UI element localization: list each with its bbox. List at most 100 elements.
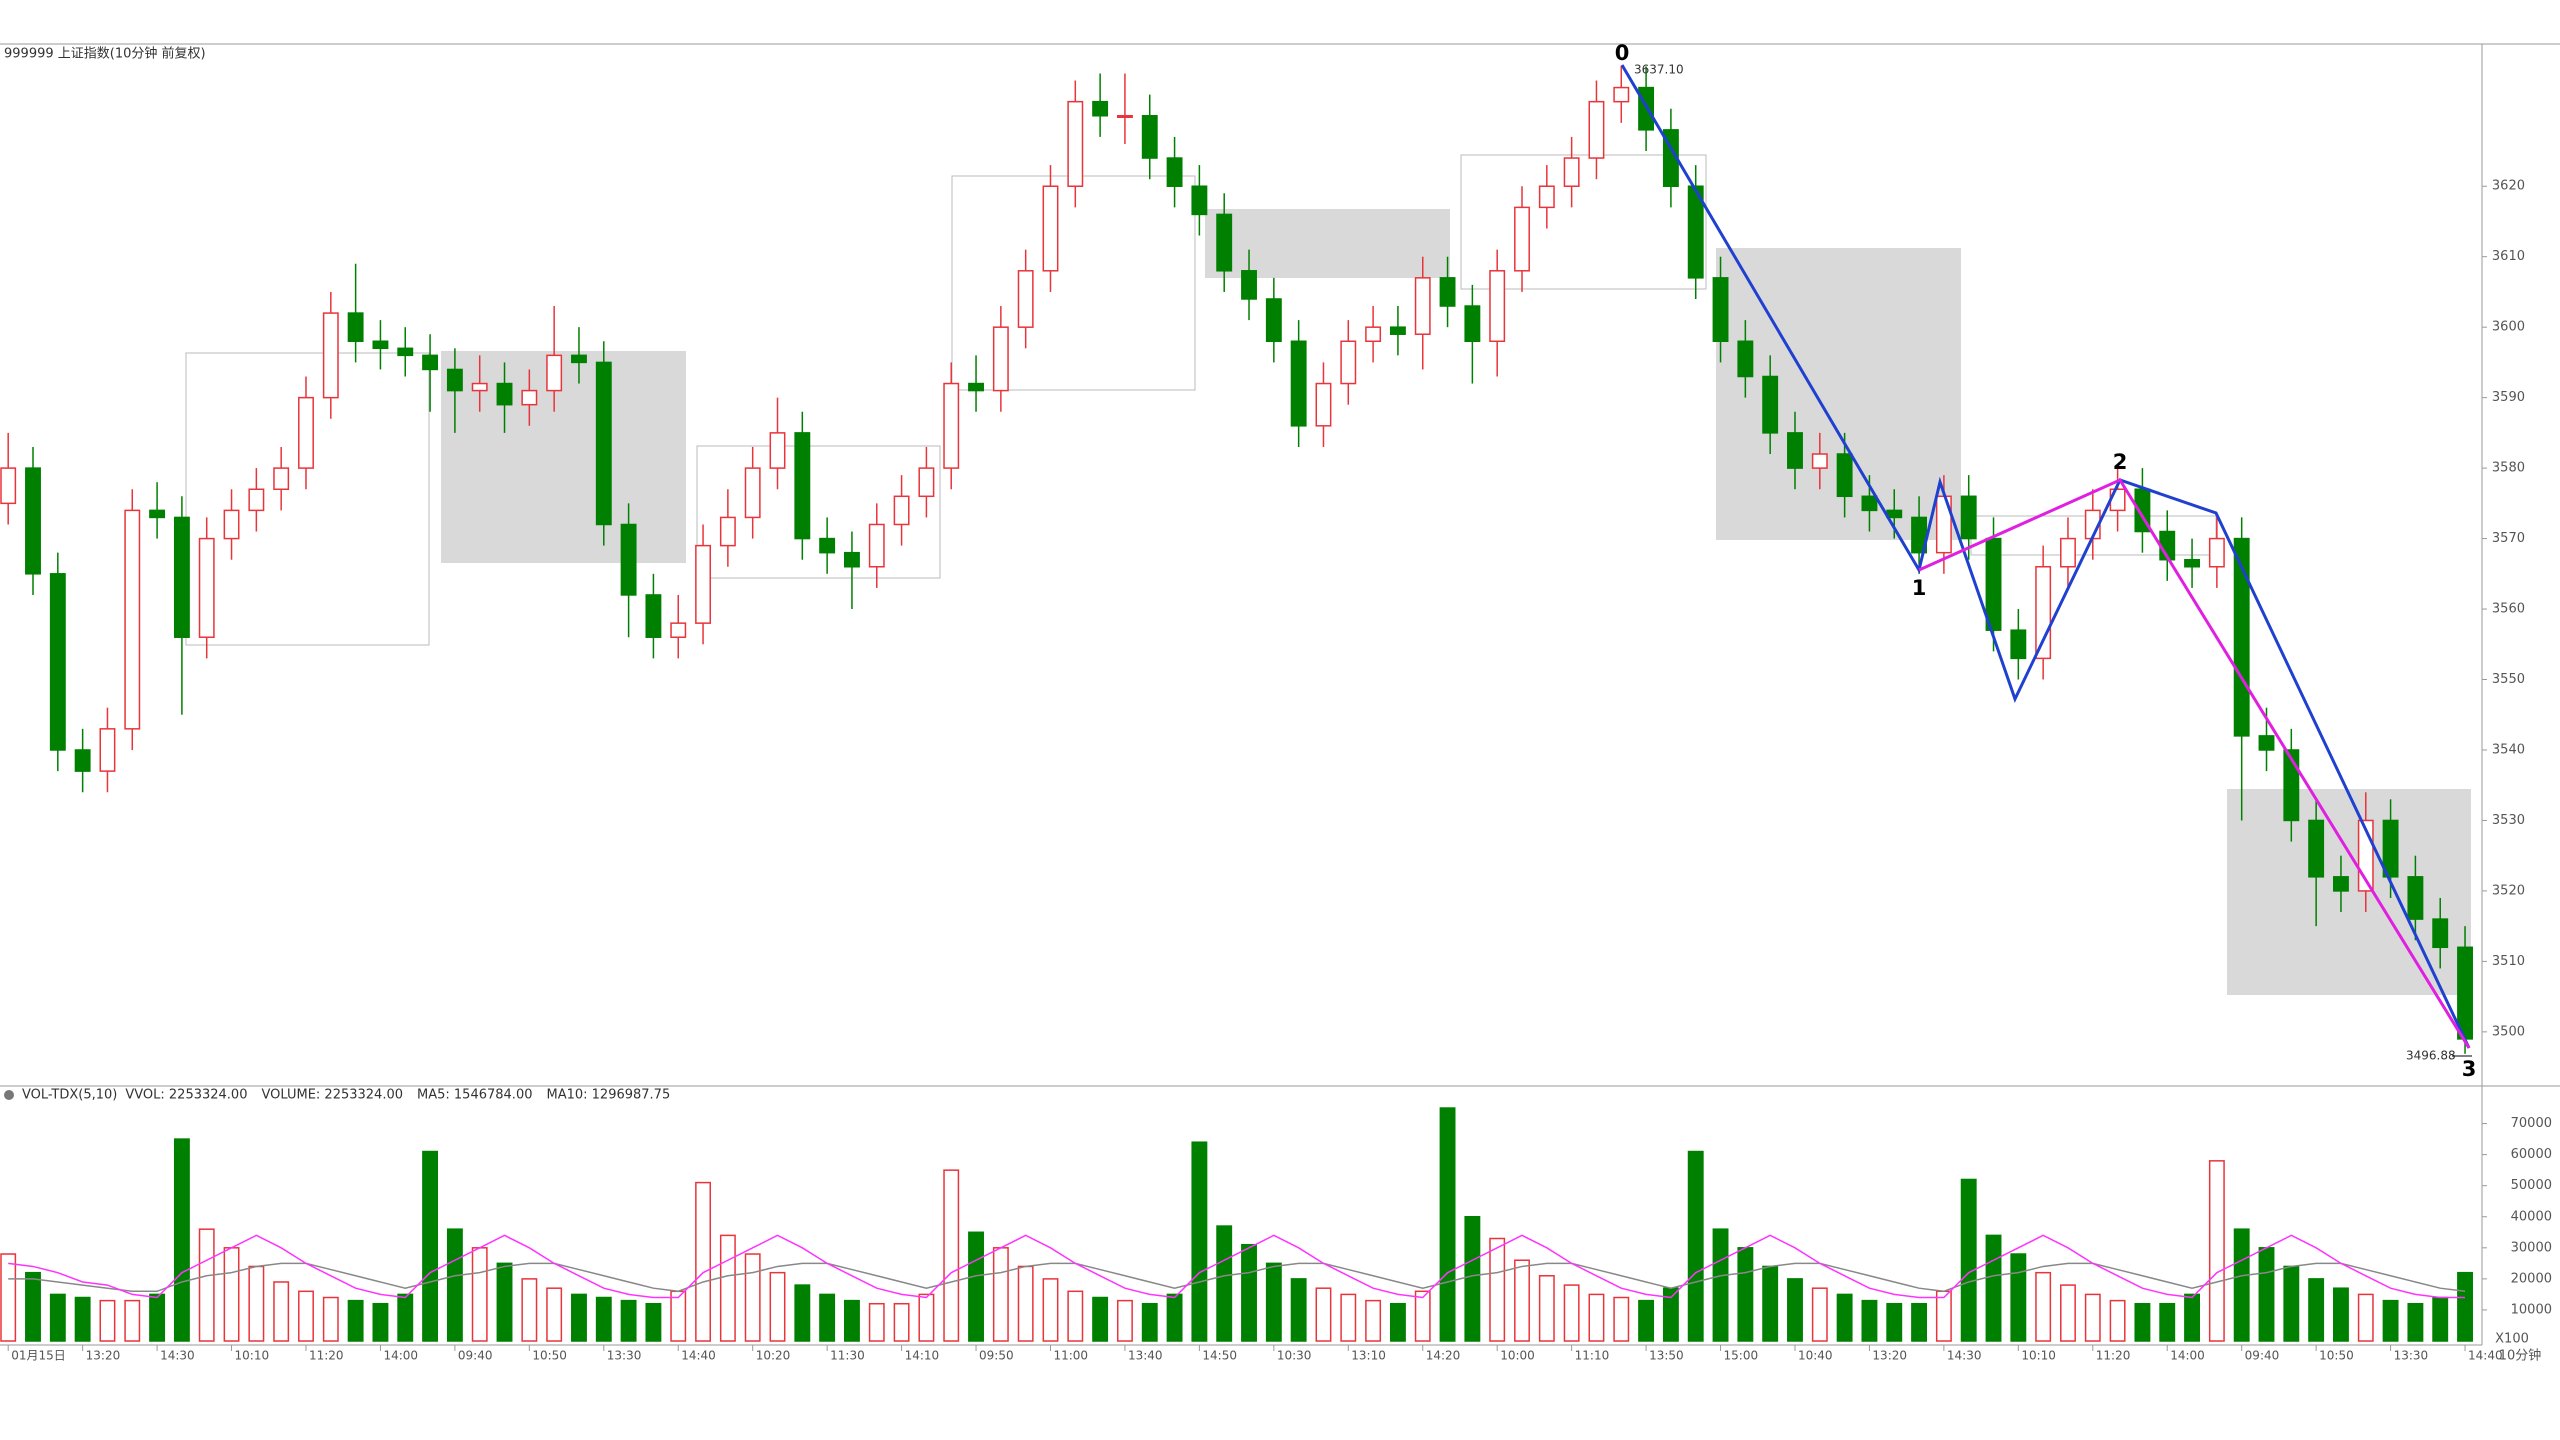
x-tick-label: 14:50 (1202, 1349, 1237, 1363)
candle-body (1712, 277, 1729, 343)
volume-bar (1588, 1293, 1605, 1342)
x-tick-label: 14:40 (681, 1349, 716, 1363)
volume-bar (794, 1284, 811, 1342)
y-tick-label: 3600 (2492, 320, 2525, 335)
volume-bar (2382, 1299, 2399, 1342)
volume-bar (372, 1302, 389, 1342)
volume-bar (1464, 1216, 1481, 1342)
volume-bar (719, 1234, 736, 1342)
x-tick-label: 14:00 (383, 1349, 418, 1363)
unit-label: X100 (2495, 1332, 2529, 1347)
candle-body (49, 573, 66, 751)
volume-bar (2333, 1287, 2349, 1342)
volume-bar (49, 1293, 66, 1342)
candle-body (1687, 185, 1704, 279)
x-tick-label: 13:20 (1872, 1349, 1907, 1363)
candle-body (893, 495, 910, 526)
candle-body (670, 622, 687, 638)
x-tick-label: 13:10 (1351, 1349, 1386, 1363)
candle-body (1960, 495, 1977, 540)
x-tick-label: 10:20 (756, 1349, 791, 1363)
candle-body (124, 509, 141, 730)
candle-body (1538, 185, 1555, 209)
volume-tick-label: 40000 (2511, 1209, 2552, 1224)
volume-bar (893, 1302, 910, 1342)
candle-body (347, 312, 364, 343)
volume-bar (2457, 1271, 2473, 1342)
volume-bar (992, 1247, 1009, 1342)
volume-bar (1811, 1287, 1828, 1342)
volume-bar (2208, 1160, 2225, 1342)
volume-bar (74, 1296, 91, 1342)
candle-body (968, 382, 984, 392)
volume-bar (819, 1293, 836, 1342)
candle-body (1811, 453, 1828, 469)
candle-body (1315, 382, 1332, 427)
volume-bar (2184, 1293, 2201, 1342)
volume-bar (1662, 1287, 1679, 1342)
volume-bar (1563, 1284, 1580, 1342)
volume-bar (99, 1299, 116, 1342)
y-tick-label: 3560 (2492, 602, 2525, 617)
candle-body (1439, 277, 1456, 307)
candle-body (1191, 185, 1208, 216)
volume-bar (471, 1247, 488, 1342)
candle-body (2432, 918, 2449, 949)
volume-bar (1067, 1290, 1084, 1342)
x-tick-label: 11:30 (830, 1349, 865, 1363)
candle-body (571, 354, 587, 364)
candle-body (1588, 100, 1605, 159)
candle-body (74, 749, 91, 772)
candle-body (2407, 876, 2424, 920)
volume-bar (571, 1293, 587, 1342)
zone-boxes (185, 154, 2471, 995)
candle-body (2258, 735, 2275, 751)
volume-bar (1265, 1262, 1282, 1342)
volume-bar (595, 1296, 612, 1342)
x-tick-label: 13:20 (86, 1349, 121, 1363)
x-tick-label: 10:10 (2021, 1349, 2056, 1363)
candle-body (1290, 340, 1307, 427)
wave-label: 3 (2462, 1057, 2477, 1081)
candle-body (695, 544, 712, 624)
candle-body (1737, 340, 1754, 378)
volume-bar (1787, 1278, 1803, 1342)
x-tick-label: 10:00 (1500, 1349, 1535, 1363)
volume-tick-label: 30000 (2511, 1240, 2552, 1255)
volume-bar (1414, 1290, 1431, 1342)
candle-body (1489, 270, 1506, 343)
volume-bar (2308, 1278, 2325, 1342)
volume-bar (546, 1287, 563, 1342)
candle-body (1067, 100, 1084, 187)
wave-line-alt (1918, 478, 2471, 1049)
candle-body (2333, 876, 2349, 892)
candle-body (2382, 819, 2399, 878)
volume-bar (1365, 1299, 1382, 1342)
volume-bar (1638, 1299, 1655, 1342)
volume-bar (1191, 1141, 1208, 1342)
candle-body (769, 432, 786, 469)
volume-bar (2283, 1265, 2300, 1342)
y-tick-label: 3570 (2492, 531, 2525, 546)
volume-bar (2084, 1293, 2101, 1342)
zone-box (2227, 789, 2471, 995)
volume-bar (2159, 1302, 2176, 1342)
candle-body (1365, 326, 1382, 343)
volume-tick-label: 70000 (2511, 1116, 2552, 1131)
candle-body (446, 368, 463, 392)
x-tick-label: 13:50 (1649, 1349, 1684, 1363)
candle-body (248, 488, 265, 512)
candle-body (844, 551, 860, 568)
x-tick-label: 10:50 (2319, 1349, 2354, 1363)
candle-body (546, 354, 563, 392)
candle-body (397, 347, 414, 357)
zone-box (1205, 209, 1450, 278)
volume-readout: MA10: 1296987.75 (546, 1088, 670, 1103)
volume-bar (1042, 1278, 1059, 1342)
x-tick-label: 13:40 (1128, 1349, 1163, 1363)
volume-bar (1017, 1265, 1034, 1342)
volume-bar (1935, 1290, 1952, 1342)
volume-bar (1861, 1299, 1878, 1342)
volume-bar (1737, 1247, 1754, 1342)
